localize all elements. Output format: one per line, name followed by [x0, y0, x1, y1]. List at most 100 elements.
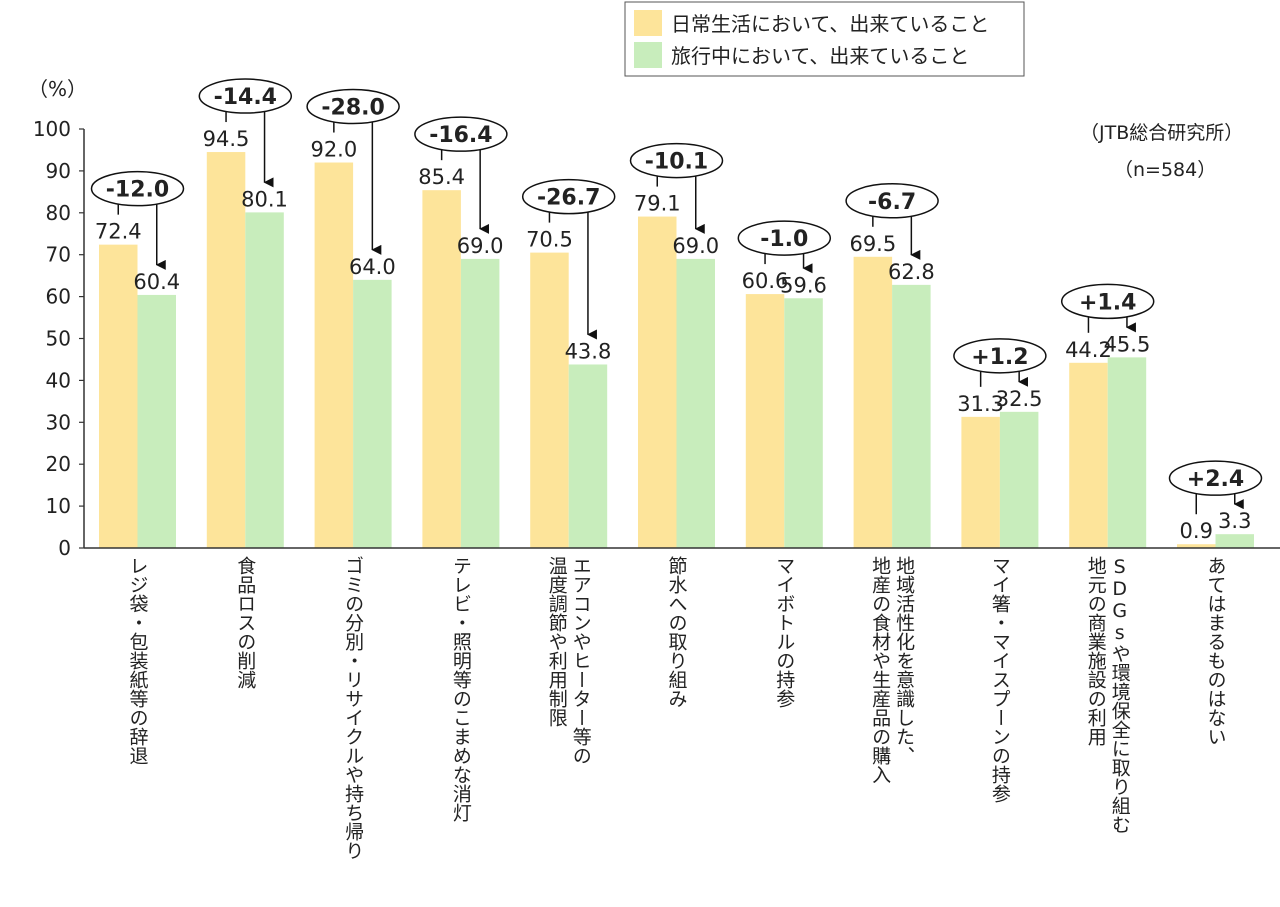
diff-ellipse: [953, 338, 1047, 374]
diff-ellipse: [845, 183, 939, 219]
x-axis: レジ袋・包装紙等の辞退 食品ロスの削減 ゴミの分別・リサイクルや持ち帰り テレビ・照明…: [84, 547, 1280, 860]
diff-ellipse: [1168, 460, 1263, 496]
diff-ellipse: [1060, 283, 1155, 320]
legend-box: [624, 1, 1025, 77]
diff-label: -16.4: [429, 123, 492, 148]
value-label-travel: 43.8: [565, 339, 612, 363]
x-tick-label: 地元の商業施設の利用: [1085, 556, 1107, 746]
y-axis: 0 10 20 30 40 50 60 70 80 90 100: [33, 117, 85, 560]
diff-label: -26.7: [537, 186, 600, 211]
difference-annotation: -14.4: [198, 78, 293, 188]
value-label-daily: 70.5: [526, 228, 573, 252]
value-label-travel: 3.3: [1218, 509, 1251, 533]
y-axis-unit: （%）: [28, 77, 87, 101]
x-tick-label: マイボトルの持参: [773, 556, 795, 708]
value-label-travel: 69.0: [672, 234, 719, 258]
bar-travel: [999, 411, 1039, 548]
value-label-daily: 60.6: [742, 269, 789, 293]
x-tick-label: 節水への取り組み: [666, 556, 688, 708]
y-tick-label: 10: [46, 494, 71, 518]
value-label-travel: 62.8: [888, 260, 935, 284]
bar-travel: [676, 258, 715, 548]
difference-annotations: -12.0 -14.4 -28.0 -16.4 -26.7 -10.1 -1.0 -6.7 +1…: [90, 78, 1263, 515]
bar-travel: [137, 294, 176, 548]
value-label-daily: 31.3: [957, 392, 1004, 416]
difference-annotation: -16.4: [414, 116, 508, 234]
difference-annotation: -12.0: [90, 170, 185, 270]
bar-daily: [1177, 544, 1216, 548]
bar-daily: [961, 416, 1000, 548]
difference-annotation: -26.7: [521, 178, 616, 340]
bar-daily: [422, 190, 461, 548]
difference-annotation: +2.4: [1168, 460, 1263, 515]
x-tick-label: レジ袋・包装紙等の辞退: [127, 556, 149, 765]
diff-ellipse: [521, 178, 616, 215]
diff-ellipse: [414, 116, 508, 152]
y-tick-label: 70: [46, 243, 71, 267]
value-labels: 72.4 60.4 94.5 80.1 92.0 64.0 85.4 69.0 70.5 43.8…: [95, 127, 1252, 543]
value-label-travel: 59.6: [780, 273, 827, 297]
difference-annotation: +1.4: [1060, 283, 1155, 333]
legend-swatch-daily: [634, 10, 662, 36]
value-label-daily: 94.5: [203, 127, 250, 151]
value-label-travel: 60.4: [133, 270, 180, 294]
value-label-daily: 0.9: [1180, 519, 1213, 543]
diff-label: +1.4: [1079, 290, 1136, 315]
bar-daily: [99, 244, 138, 549]
bar-travel: [245, 212, 284, 549]
bar-daily: [314, 162, 354, 548]
x-tick-label: エアコンやヒーター等の: [570, 556, 592, 765]
bar-daily: [530, 252, 569, 549]
diff-label: -14.4: [214, 85, 277, 110]
value-label-travel: 45.5: [1104, 332, 1151, 356]
difference-annotation: -10.1: [629, 142, 724, 234]
x-tick-label: 地域活性化を意識した、: [893, 556, 915, 765]
diff-ellipse: [198, 78, 293, 114]
bar-travel: [568, 364, 608, 548]
y-tick-label: 30: [46, 410, 71, 434]
diff-ellipse: [306, 88, 400, 125]
x-tick-label: 食品ロスの削減: [234, 556, 256, 689]
value-label-travel: 32.5: [996, 387, 1043, 411]
value-label-daily: 72.4: [95, 220, 142, 244]
source-note: （JTB総合研究所）: [1080, 122, 1243, 144]
diff-label: -10.1: [645, 150, 708, 175]
diff-ellipse: [629, 142, 724, 179]
legend-label-travel: 旅行中において、出来ていること: [671, 44, 969, 68]
diff-ellipse: [90, 170, 185, 207]
bar-daily: [853, 256, 893, 548]
bars: [99, 152, 1254, 549]
value-label-daily: 92.0: [310, 138, 357, 162]
bar-daily: [1069, 362, 1108, 548]
y-tick-label: 20: [46, 452, 71, 476]
bar-travel: [460, 258, 500, 548]
bar-travel: [1107, 357, 1147, 548]
diff-label: +2.4: [1187, 467, 1244, 492]
bar-daily: [206, 152, 246, 549]
x-tick-label: あてはまるものはない: [1205, 556, 1227, 746]
difference-annotation: -1.0: [737, 220, 832, 274]
bar-travel: [1215, 534, 1254, 548]
diff-label: -6.7: [868, 190, 916, 215]
bar-daily: [638, 216, 677, 549]
difference-annotation: +1.2: [953, 338, 1047, 387]
legend-label-daily: 日常生活において、出来ていること: [671, 12, 989, 36]
diff-label: -12.0: [106, 178, 169, 203]
value-label-daily: 44.2: [1065, 338, 1112, 362]
value-label-travel: 69.0: [457, 234, 504, 258]
y-tick-label: 100: [33, 117, 71, 141]
value-label-daily: 69.5: [849, 232, 896, 256]
diff-label: +1.2: [971, 345, 1028, 370]
y-tick-label: 60: [46, 285, 71, 309]
x-tick-label: 地産の食材や生産品の購入: [869, 556, 891, 784]
legend: 日常生活において、出来ていること 旅行中において、出来ていること: [624, 1, 1025, 77]
value-label-travel: 80.1: [241, 187, 288, 211]
diff-label: -28.0: [321, 96, 384, 121]
x-tick-label: マイ箸・マイスプーンの持参: [989, 556, 1011, 803]
diff-label: -1.0: [760, 227, 808, 252]
x-tick-label: テレビ・照明等のこまめな消灯: [450, 556, 472, 822]
y-tick-label: 90: [46, 159, 71, 183]
difference-annotation: -6.7: [845, 183, 939, 260]
x-tick-label: 温度調節や利用制限: [546, 556, 568, 727]
